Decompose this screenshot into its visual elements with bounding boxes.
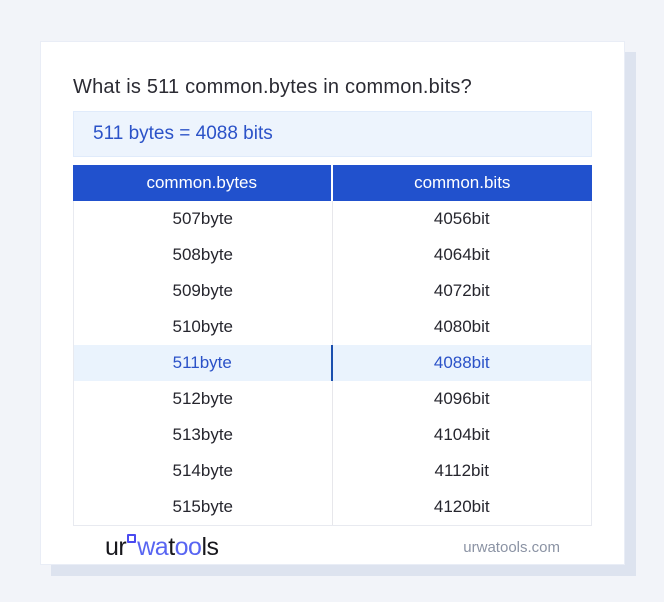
bits-cell: 4080bit <box>433 317 490 336</box>
bits-cell: 4088bit <box>433 353 490 372</box>
table-row: 515byte 4120bit <box>74 489 591 525</box>
converter-card: What is 511 common.bytes in common.bits?… <box>40 41 625 565</box>
column-header-bits: common.bits <box>414 173 511 192</box>
table-header-row: common.bytes common.bits <box>73 165 592 201</box>
logo-text-segment: t <box>168 532 175 561</box>
bytes-cell: 507byte <box>74 201 333 237</box>
conversion-table: common.bytes common.bits 507byte 4056bit 5… <box>73 165 592 526</box>
table-body: 507byte 4056bit 508byte 4064bit 509byte 4072b… <box>73 201 592 526</box>
column-header-bytes: common.bytes <box>73 165 333 201</box>
bits-cell: 4096bit <box>433 389 490 408</box>
bytes-cell: 514byte <box>74 453 333 489</box>
bytes-cell: 508byte <box>74 237 333 273</box>
bytes-cell: 510byte <box>74 309 333 345</box>
table-row: 512byte 4096bit <box>74 381 591 417</box>
table-row-selected: 511byte 4088bit <box>74 345 591 381</box>
bits-cell: 4112bit <box>434 461 489 480</box>
bytes-cell: 509byte <box>74 273 333 309</box>
bytes-cell: 513byte <box>74 417 333 453</box>
table-row: 507byte 4056bit <box>74 201 591 237</box>
table-row: 508byte 4064bit <box>74 237 591 273</box>
table-row: 514byte 4112bit <box>74 453 591 489</box>
conversion-result-text: 511 bytes = 4088 bits <box>93 123 273 144</box>
logo-degree-mark-icon <box>127 533 137 543</box>
bits-cell: 4072bit <box>433 281 490 300</box>
page-title: What is 511 common.bytes in common.bits? <box>73 76 472 98</box>
bytes-cell: 511byte <box>74 345 333 381</box>
card-footer: ur watools urwatools.com <box>73 526 592 568</box>
table-row: 513byte 4104bit <box>74 417 591 453</box>
bits-cell: 4056bit <box>433 209 490 228</box>
site-link[interactable]: urwatools.com <box>463 538 560 556</box>
bytes-cell: 512byte <box>74 381 333 417</box>
urwatools-logo[interactable]: ur watools <box>105 533 219 562</box>
table-row: 509byte 4072bit <box>74 273 591 309</box>
logo-text-segment: wa <box>137 532 169 561</box>
bytes-cell: 515byte <box>74 489 333 525</box>
conversion-result-box: 511 bytes = 4088 bits <box>73 111 592 157</box>
bits-cell: 4064bit <box>433 245 490 264</box>
table-row: 510byte 4080bit <box>74 309 591 345</box>
logo-text-segment: ls <box>201 532 219 561</box>
bits-cell: 4104bit <box>433 425 490 444</box>
logo-text-segment: oo <box>174 532 202 561</box>
logo-text-segment: ur <box>105 532 127 561</box>
bits-cell: 4120bit <box>433 497 490 516</box>
